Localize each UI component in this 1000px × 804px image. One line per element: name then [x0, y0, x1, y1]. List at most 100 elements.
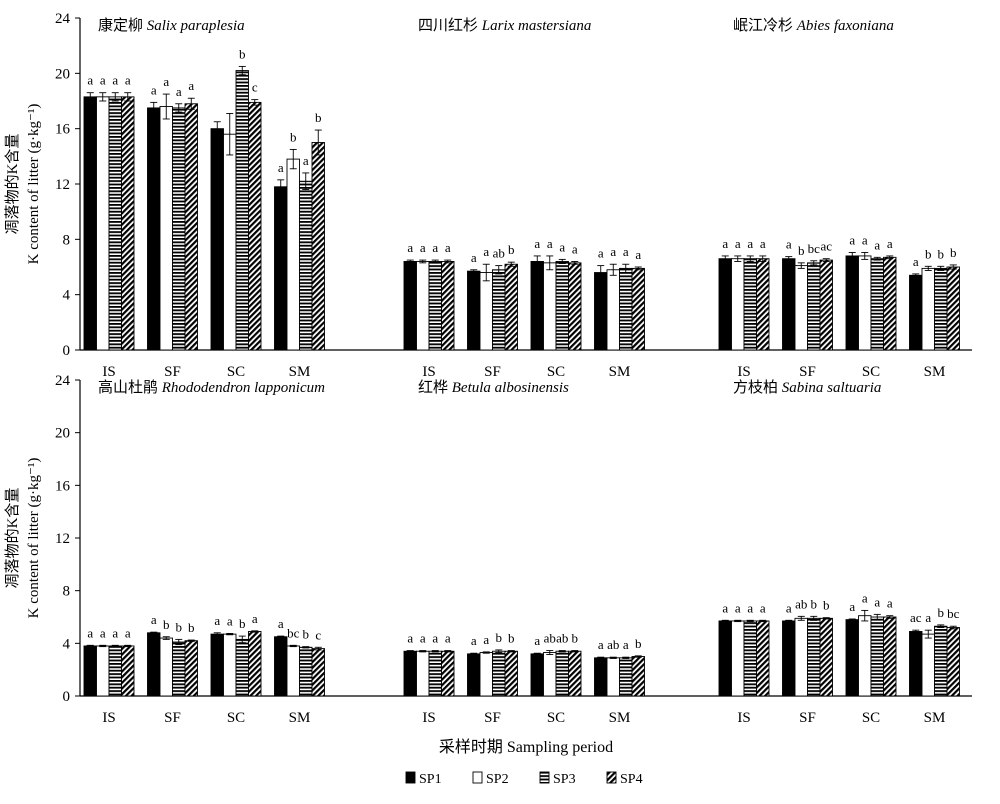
significance-letter: b	[239, 46, 246, 61]
panel-title-latin: Betula albosinensis	[452, 380, 569, 396]
x-tick-label: SF	[799, 364, 816, 380]
y-tick-label: 20	[55, 426, 70, 442]
bar-sp3	[555, 650, 569, 697]
bar-sp3	[172, 641, 186, 697]
bar-sp4	[311, 142, 325, 351]
bar-sp1	[274, 636, 288, 697]
significance-letter: a	[862, 232, 868, 247]
bar-sp1	[467, 653, 481, 697]
bar-sp1	[594, 272, 608, 351]
panel-title-cn: 高山杜鹃	[98, 379, 162, 396]
significance-letter: bc	[287, 625, 300, 640]
bar-sp3	[870, 258, 884, 351]
bar-sp4	[441, 650, 455, 697]
bar-sp1	[210, 128, 224, 351]
significance-letter: a	[925, 610, 931, 625]
bar-sp1	[782, 620, 796, 697]
significance-letter: a	[559, 239, 565, 254]
bar-sp3	[619, 267, 633, 351]
bar-sp3	[934, 625, 948, 697]
bar-sp1	[83, 645, 97, 697]
bar-sp1	[210, 633, 224, 697]
significance-letter: ab	[544, 631, 556, 646]
significance-letter: b	[635, 636, 642, 651]
x-tick-label: SC	[227, 710, 245, 726]
significance-letter: a	[887, 236, 893, 251]
y-axis-label-cn: 凋落物的K含量	[4, 488, 21, 589]
bar-sp4	[756, 620, 770, 697]
bar-sp2	[286, 645, 300, 697]
bar-sp2	[96, 645, 110, 697]
significance-letter: b	[950, 245, 957, 260]
bar-sp2	[96, 96, 110, 351]
significance-letter: a	[735, 236, 741, 251]
y-tick-label: 16	[55, 122, 71, 138]
significance-letter: a	[534, 236, 540, 251]
x-tick-label: IS	[102, 710, 115, 726]
significance-letter: b	[508, 242, 515, 257]
legend-label-sp1: SP1	[419, 772, 442, 787]
x-tick-label: SM	[289, 710, 311, 726]
legend-swatch-sp2	[472, 771, 483, 784]
legend-label-sp2: SP2	[486, 772, 509, 787]
y-tick-label: 0	[63, 689, 71, 705]
y-tick-label: 24	[55, 11, 71, 27]
bar-sp1	[530, 653, 544, 697]
bar-sp2	[606, 269, 620, 351]
chart-row-2: 0 4 8 12 16 20 24 凋落物的K含量 K content of litter (g…	[4, 373, 972, 726]
bar-sp2	[731, 258, 745, 351]
significance-letter: bc	[808, 241, 821, 256]
significance-letter: b	[290, 129, 297, 144]
y-tick-label: 4	[63, 288, 71, 304]
significance-letter: ab	[795, 596, 807, 611]
bar-sp1	[274, 186, 288, 351]
bar-sp2	[159, 106, 173, 351]
significance-letter: a	[445, 631, 451, 646]
bar-sp4	[883, 256, 897, 351]
x-tick-label: IS	[737, 710, 750, 726]
panel-title-latin: Sabina saltuaria	[782, 380, 882, 396]
bar-sp3	[235, 70, 249, 351]
panel-title-cn: 岷江冷杉	[733, 17, 797, 34]
bar-sp2	[921, 633, 935, 697]
significance-letter: a	[278, 616, 284, 631]
significance-letter: a	[278, 160, 284, 175]
bar-sp3	[934, 267, 948, 351]
panel-title-cn: 红桦	[418, 379, 452, 396]
significance-letter: a	[598, 637, 604, 652]
bar-sp3	[299, 646, 313, 697]
significance-letter: a	[100, 73, 106, 88]
bar-sp3	[108, 96, 122, 351]
significance-letter: a	[303, 153, 309, 168]
panel-title: 高山杜鹃 Rhododendron lapponicum	[98, 379, 325, 396]
y-tick-label: 8	[63, 232, 71, 248]
panel-title-latin: Rhododendron lapponicum	[161, 380, 325, 396]
significance-letter: a	[471, 633, 477, 648]
significance-letter: b	[303, 627, 310, 642]
significance-letter: a	[471, 250, 477, 265]
bar-sp2	[223, 633, 237, 697]
significance-letter: a	[635, 247, 641, 262]
significance-letter: a	[163, 74, 169, 89]
bar-sp4	[631, 267, 645, 351]
legend-label-sp3: SP3	[553, 772, 576, 787]
y-axis-label-en: K content of litter (g·kg⁻¹)	[26, 458, 42, 619]
bar-sp1	[718, 620, 732, 697]
panel-title: 康定柳 Salix paraplesia	[98, 17, 245, 34]
x-tick-label: IS	[737, 364, 750, 380]
significance-letter: b	[163, 617, 170, 632]
bar-sp4	[184, 640, 198, 697]
significance-letter: a	[252, 611, 258, 626]
bar-sp2	[416, 261, 430, 351]
bar-sp2	[479, 272, 493, 351]
x-tick-label: SF	[484, 364, 501, 380]
bar-sp1	[530, 261, 544, 351]
bar-sp4	[819, 259, 833, 351]
x-tick-label: SC	[227, 364, 245, 380]
chart-row-1: 0 4 8 12 16 20 24 凋落物的K含量 K content of litter (g…	[4, 11, 972, 380]
y-tick-label: 12	[55, 531, 70, 547]
bar-sp3	[492, 650, 506, 697]
